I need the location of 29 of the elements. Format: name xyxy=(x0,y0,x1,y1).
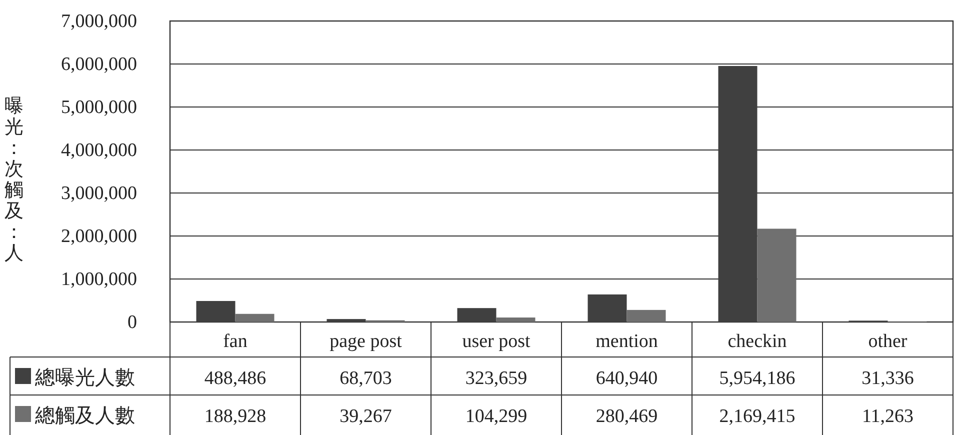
legend-label: 總曝光人數 xyxy=(34,367,135,389)
data-label: 11,263 xyxy=(862,406,914,427)
y-tick-label: 4,000,000 xyxy=(61,140,137,161)
data-label: 280,469 xyxy=(596,406,658,427)
data-label: 488,486 xyxy=(204,368,266,389)
y-tick-label: 5,000,000 xyxy=(61,97,137,118)
data-label: 2,169,415 xyxy=(719,406,796,427)
x-tick-label: checkin xyxy=(728,331,788,352)
data-label: 39,267 xyxy=(340,406,392,427)
y-axis-title: 曝光：次觸及：人 xyxy=(4,96,24,264)
y-tick-label: 7,000,000 xyxy=(61,11,137,32)
x-tick-label: mention xyxy=(596,331,658,352)
y-tick-label: 0 xyxy=(128,312,137,333)
x-tick-label: page post xyxy=(330,331,403,352)
y-tick-label: 6,000,000 xyxy=(61,54,137,75)
legend-label: 總觸及人數 xyxy=(34,405,135,427)
y-tick-label: 1,000,000 xyxy=(61,269,137,290)
data-label: 5,954,186 xyxy=(719,368,796,389)
data-label: 104,299 xyxy=(465,406,528,427)
x-tick-label: fan xyxy=(223,331,248,352)
x-tick-label: user post xyxy=(462,331,532,352)
y-tick-label: 3,000,000 xyxy=(61,183,137,204)
data-label: 640,940 xyxy=(596,368,658,389)
data-label: 323,659 xyxy=(465,368,528,389)
data-label: 31,336 xyxy=(862,368,914,389)
data-label: 188,928 xyxy=(204,406,266,427)
y-tick-label: 2,000,000 xyxy=(61,226,137,247)
x-tick-label: other xyxy=(868,331,908,352)
data-label: 68,703 xyxy=(340,368,392,389)
